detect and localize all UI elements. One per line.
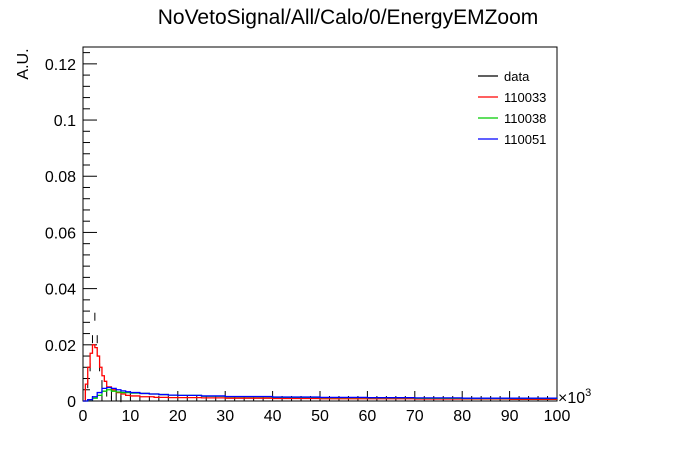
series-line [83,386,558,402]
x-tick-label: 80 [453,408,471,425]
y-axis-label: A.U. [15,48,32,79]
x-tick-label: 20 [169,408,187,425]
y-tick-label: 0 [67,394,76,411]
series-line [83,344,557,402]
x-multiplier-base: ×10 [558,390,585,407]
series-110051 [83,386,558,402]
y-tick-label: 0.1 [54,113,76,130]
y-tick-label: 0.04 [45,282,76,299]
y-tick-label: 0.06 [45,225,76,242]
chart-title: NoVetoSignal/All/Calo/0/EnergyEMZoom [158,6,539,29]
legend-label: 110033 [504,90,546,105]
x-tick-label: 70 [406,408,424,425]
y-tick-label: 0.12 [45,57,76,74]
x-tick-label: 30 [216,408,234,425]
y-tick-label: 0.08 [45,169,76,186]
y-tick-label: 0.02 [45,338,76,355]
legend-label: data [504,69,530,84]
plot-frame [82,46,558,402]
x-tick-label: 10 [122,408,140,425]
legend-label: 110038 [504,111,546,126]
x-tick-label: 0 [79,408,88,425]
legend-label: 110051 [504,132,546,147]
x-tick-label: 50 [311,408,329,425]
x-tick-label: 60 [359,408,377,425]
x-tick-label: 40 [264,408,282,425]
series-110033 [83,344,557,402]
x-tick-label: 90 [501,408,519,425]
x-multiplier-exponent: 3 [585,387,591,399]
x-tick-label: 100 [544,408,571,425]
x-axis-multiplier: ×103 [558,387,591,407]
